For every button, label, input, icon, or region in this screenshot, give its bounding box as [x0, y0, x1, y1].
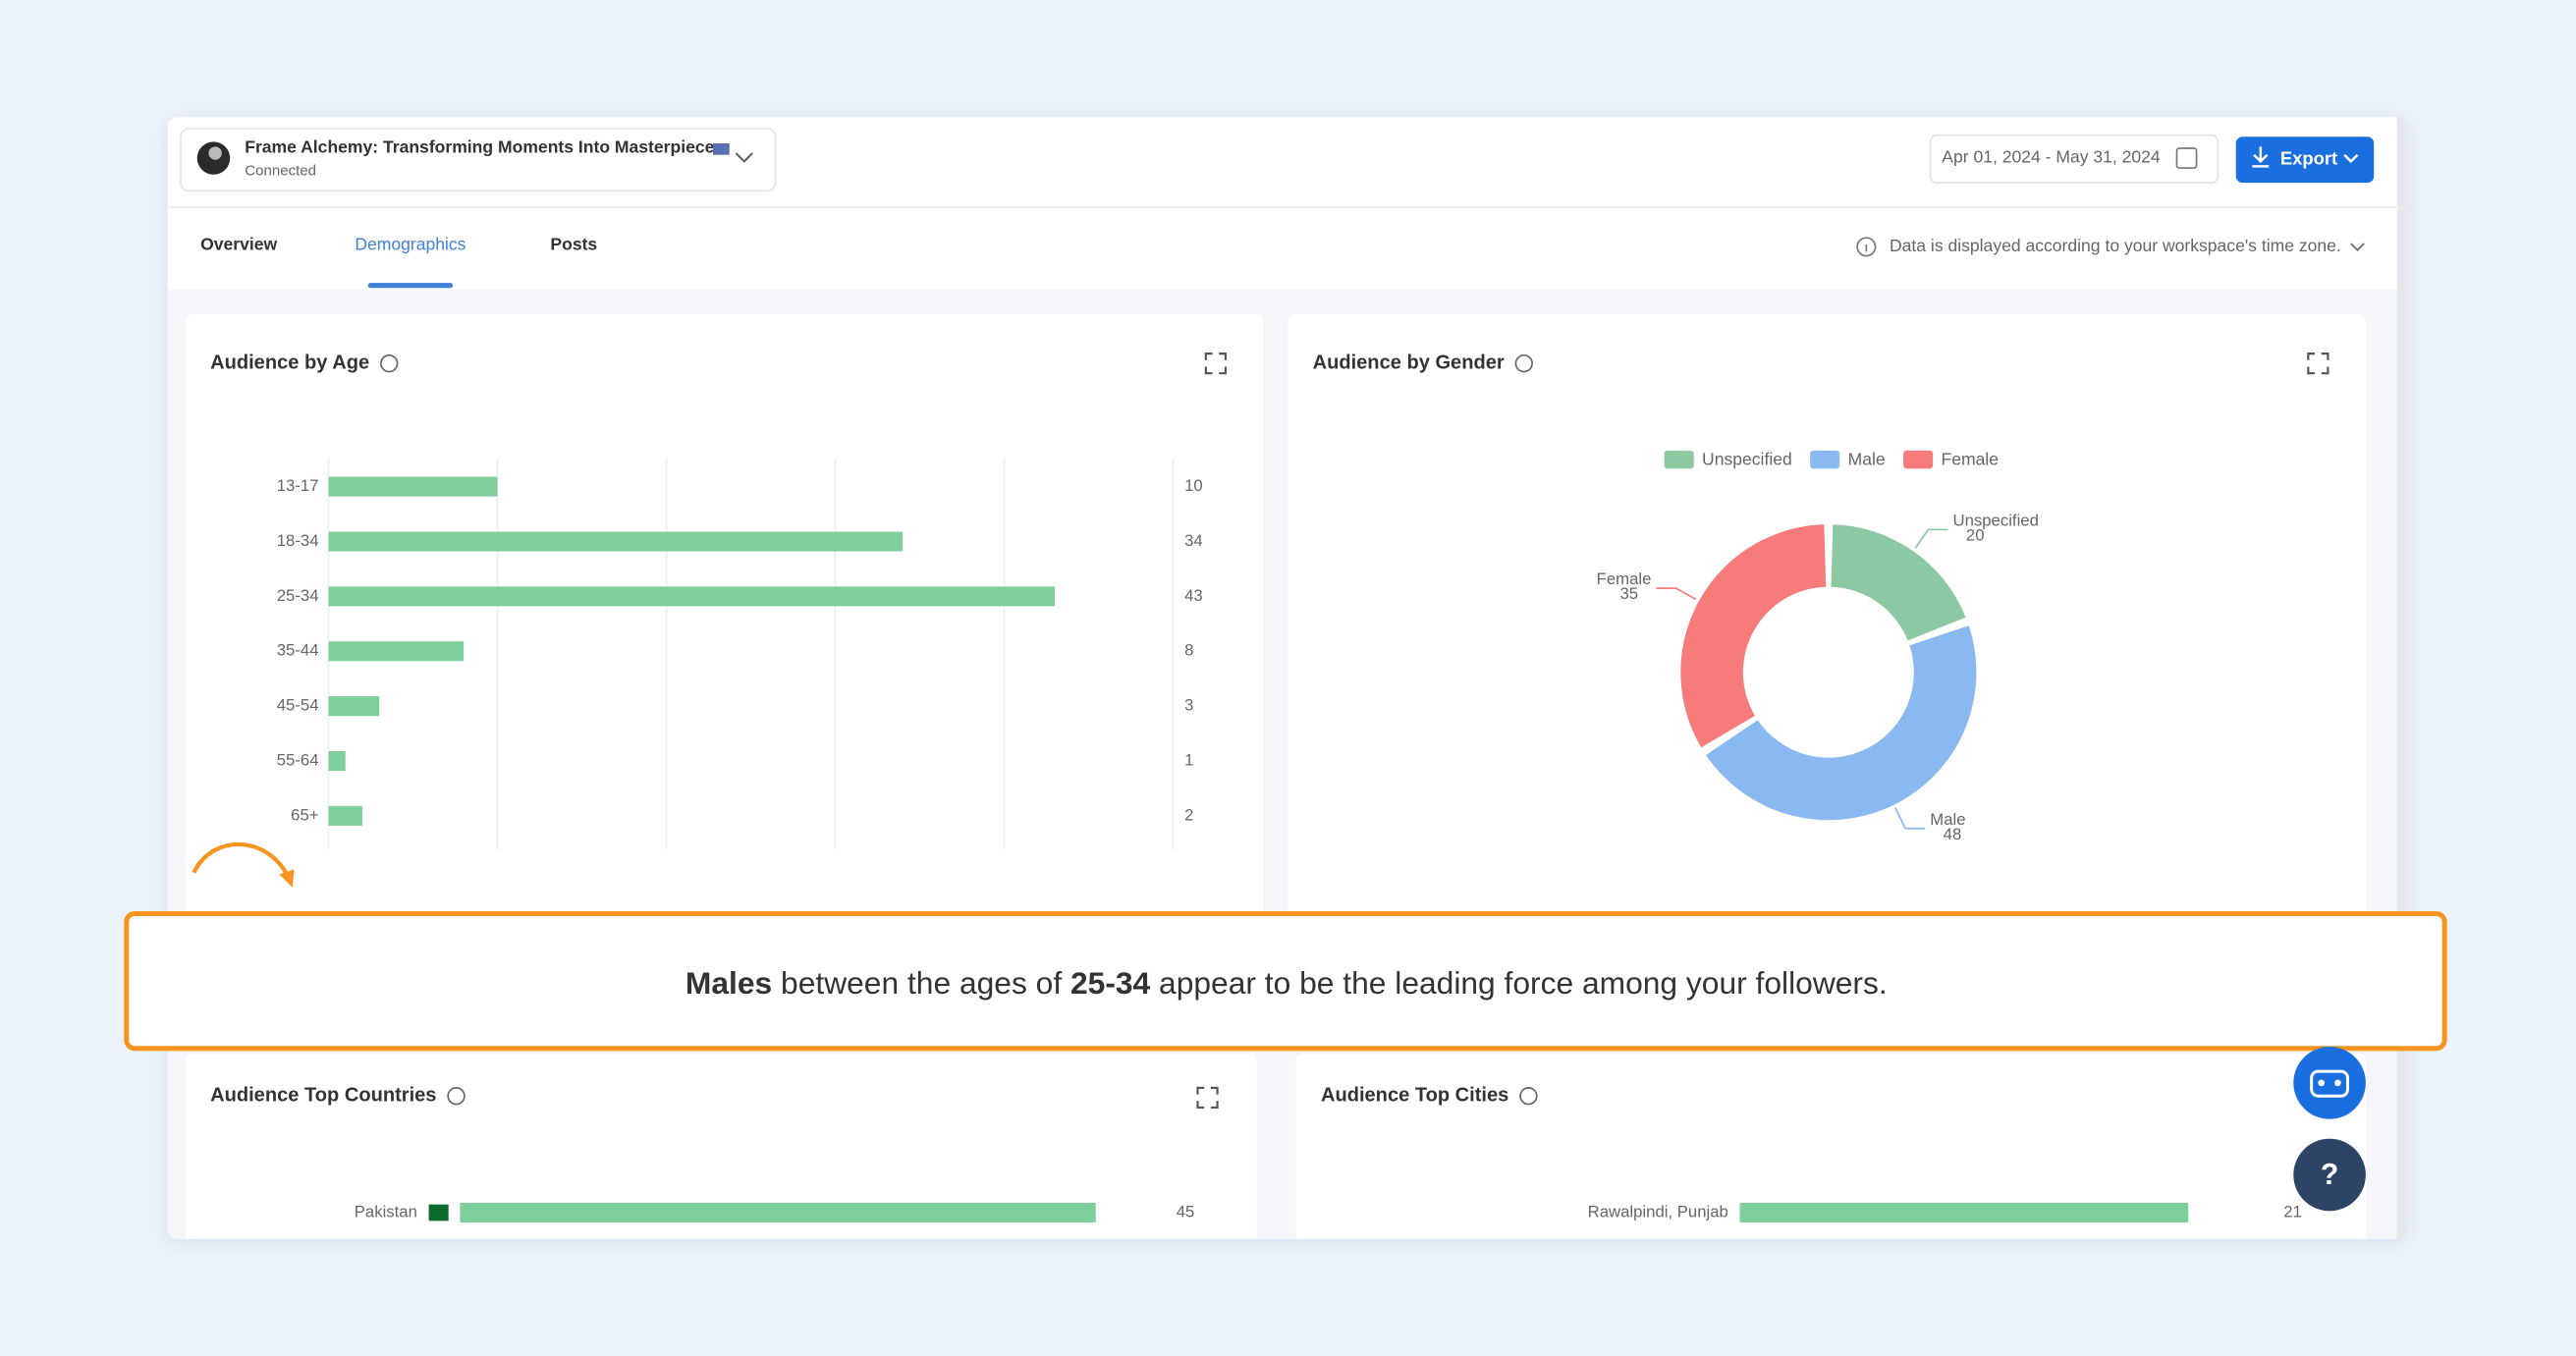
timezone-note: Data is displayed according to your work…: [1890, 236, 2341, 255]
slice-value: 35: [1619, 584, 1638, 603]
callout-text: Males between the ages of 25-34 appear t…: [685, 966, 1888, 1002]
callout-arrowhead: [279, 869, 295, 888]
leader-line: [1914, 528, 1948, 549]
info-icon: [1856, 237, 1877, 257]
value-label: 45: [1177, 1202, 1195, 1220]
leader-line: [1656, 587, 1697, 601]
value-label: 21: [2283, 1202, 2302, 1220]
date-picker[interactable]: [1929, 134, 2220, 184]
legend-swatch: [1903, 450, 1934, 469]
avatar-face: [208, 146, 222, 160]
category-label: 45-54: [277, 696, 319, 715]
chevron[interactable]: [2350, 243, 2365, 252]
slice-value: 20: [1966, 525, 1985, 544]
help-button[interactable]: [2293, 1138, 2366, 1212]
robot-icon: [2310, 1069, 2349, 1098]
help-label: ?: [2321, 1159, 2338, 1191]
bar: [460, 1202, 1096, 1223]
panel: [1288, 313, 2366, 939]
scrollbar: [2396, 117, 2407, 1239]
bar: [328, 476, 498, 497]
robot-eye: [2334, 1079, 2341, 1087]
expand-icon[interactable]: [1204, 353, 1228, 375]
chevron: [2343, 153, 2359, 164]
category-label: 18-34: [277, 531, 319, 550]
legend-label: Unspecified: [1702, 449, 1792, 468]
chevron: [735, 152, 753, 163]
category-label: Rawalpindi, Punjab: [1588, 1202, 1728, 1220]
bar: [1739, 1202, 2189, 1223]
bar: [328, 696, 380, 717]
bar: [328, 586, 1056, 607]
donut-segment: [1680, 524, 1827, 748]
panel: [186, 313, 1264, 939]
panel-title: Audience Top Countries: [210, 1085, 436, 1107]
panel-title: Audience by Age: [210, 352, 369, 373]
value-label: 1: [1184, 750, 1193, 769]
category-label: 25-34: [277, 586, 319, 605]
category-label: 13-17: [277, 476, 319, 495]
slice-value: 48: [1944, 825, 1962, 843]
tab-bar: Overview Demographics Posts: [200, 234, 597, 289]
callout-part: Males: [685, 966, 772, 1002]
bar: [328, 641, 465, 662]
donut-segment: [1706, 625, 1977, 821]
legend-swatch: [1810, 450, 1840, 469]
callout-part: between the ages of: [772, 966, 1070, 1002]
legend-label: Female: [1942, 449, 2000, 468]
tab[interactable]: Demographics: [355, 234, 466, 253]
download-icon: [2252, 146, 2270, 168]
tab-underline: [367, 283, 454, 289]
help-icon[interactable]: [1514, 353, 1533, 373]
callout-part: 25-34: [1070, 966, 1151, 1002]
robot-eye: [2318, 1079, 2326, 1087]
calendar-icon: [2175, 147, 2198, 169]
expand-icon[interactable]: [2307, 353, 2329, 375]
leader-line: [1894, 807, 1926, 830]
value-label: 2: [1184, 805, 1193, 824]
category-label: 65+: [291, 805, 318, 824]
panel-title: Audience Top Cities: [1321, 1085, 1508, 1107]
value-label: 43: [1184, 586, 1203, 605]
value-label: 10: [1184, 476, 1203, 495]
app-content: Frame Alchemy: Transforming Moments Into…: [167, 117, 2407, 1239]
export-button[interactable]: [2235, 136, 2375, 184]
export-label: Export: [2280, 148, 2337, 169]
slice-label: Female: [1597, 570, 1652, 588]
bar: [328, 750, 346, 772]
account-name: Frame Alchemy: Transforming Moments Into…: [245, 137, 724, 157]
assistant-button[interactable]: [2293, 1047, 2366, 1119]
slice-label: Male: [1930, 810, 1965, 829]
callout-box: [124, 911, 2447, 1052]
legend-label: Male: [1848, 449, 1886, 468]
value-label: 3: [1184, 696, 1193, 715]
slice-label: Unspecified: [1953, 511, 2039, 529]
value-label: 34: [1184, 531, 1203, 550]
callout-part: appear to be the leading force among you…: [1150, 966, 1887, 1002]
callout-arrow: [192, 841, 292, 881]
category-label: 35-44: [277, 641, 319, 660]
category-label: 55-64: [277, 750, 319, 769]
help-icon[interactable]: [447, 1087, 466, 1106]
panel-title: Audience by Gender: [1313, 352, 1505, 373]
legend-swatch: [1664, 450, 1694, 469]
date-range: Apr 01, 2024 - May 31, 2024: [1942, 147, 2161, 167]
flag-icon: [428, 1204, 449, 1221]
bar: [328, 531, 904, 552]
account-selector[interactable]: [180, 128, 777, 192]
help-icon[interactable]: [1519, 1087, 1538, 1106]
charts: Audience by Age 13-17 10 18-34 34 25-34 43 35-4…: [210, 352, 2329, 1223]
help-icon[interactable]: [380, 353, 399, 373]
tab[interactable]: Posts: [550, 234, 597, 253]
bar: [328, 805, 362, 826]
value-label: 8: [1184, 641, 1193, 660]
category-label: Pakistan: [355, 1202, 417, 1220]
flag-icon: [713, 142, 730, 155]
tab[interactable]: Overview: [200, 234, 277, 253]
expand-icon[interactable]: [1196, 1086, 1219, 1110]
account-status: Connected: [245, 162, 316, 179]
donut-segment: [1831, 524, 1966, 641]
